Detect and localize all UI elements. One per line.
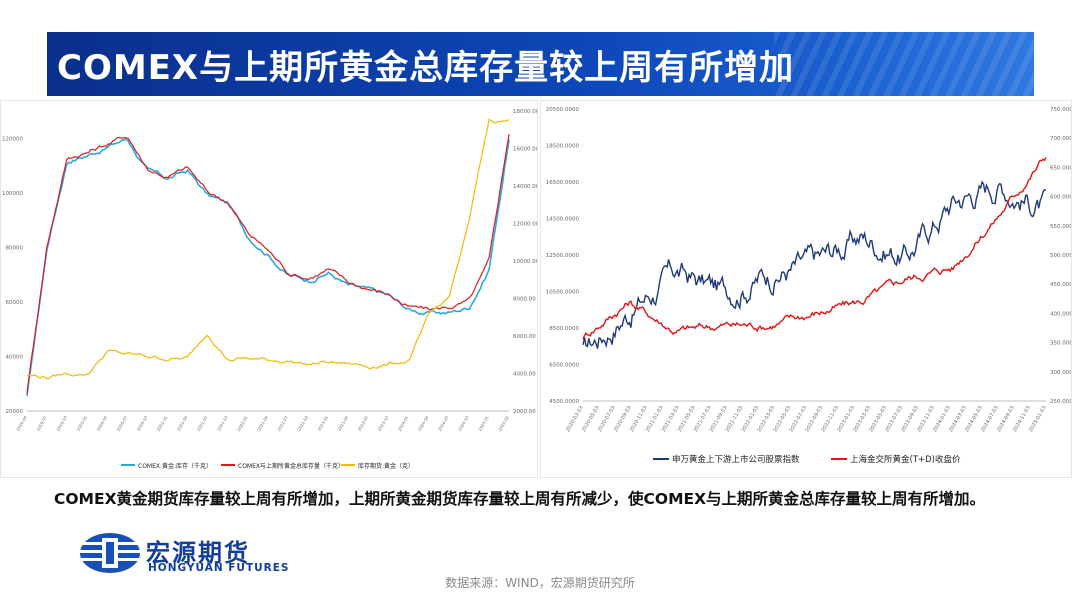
y-right-tick-label: 18000.00 [513, 109, 537, 115]
x-tick-label: 2021-07 [196, 415, 209, 432]
y-left-tick-label: 120000 [2, 136, 23, 142]
y-right-tick-label: 350.0000 [1050, 341, 1071, 347]
legend-label-2: 上海金交所黄金(T+D)收盘价 [850, 454, 961, 465]
chart-panel-index-vs-gold: 4500.0000 6500.0000 8500.0000 10500.0000 125… [540, 100, 1077, 478]
x-tick-label: 2022-01 [236, 415, 249, 432]
y-left-tick-label: 10500.0000 [546, 290, 580, 296]
y-right-tick-label: 6000.00 [513, 334, 536, 340]
y-right-tick-label: 16000.00 [513, 147, 537, 153]
index-vs-gold-chart: 4500.0000 6500.0000 8500.0000 10500.0000 125… [546, 107, 1077, 465]
series-line-2 [26, 134, 510, 394]
y-left-tick-label: 40000 [6, 354, 24, 360]
y-right-tick-label: 10000.00 [513, 259, 537, 265]
logo-english-name: HONGYUAN FUTURES [148, 562, 290, 574]
y-right-tick-label: 550.0000 [1050, 224, 1071, 230]
x-tick-label: 2019-04 [15, 415, 28, 432]
chart-panel-inventory: 20000 40000 60000 80000 100000 120000 2000.00 4… [0, 100, 540, 478]
x-tick-label: 2021-01 [156, 415, 169, 432]
x-tick-label: 2021-04 [176, 415, 189, 432]
x-tick-label: 2022-10 [296, 415, 309, 432]
x-tick-label: 2019-07 [35, 415, 48, 432]
y-left-tick-label: 60000 [6, 300, 24, 306]
x-tick-label: 2024-10 [457, 415, 470, 432]
y-right-tick-label: 2000.00 [513, 409, 536, 415]
y-right-tick-label: 4000.00 [513, 372, 536, 378]
y-left-tick-label: 80000 [6, 245, 24, 251]
x-tick-label: 2024-04 [417, 415, 430, 432]
logo-chinese-name: 宏源期货 [146, 539, 250, 567]
legend-label-2: COMEX与上期所黄金总库存量（千克） [238, 462, 344, 470]
series-line-1 [582, 180, 1047, 349]
legend-label-1: COMEX:黄金:库存（千克） [138, 462, 212, 470]
y-left-tick-label: 4500.0000 [549, 399, 579, 405]
x-tick-label: 2025-02 [497, 415, 510, 432]
y-left-tick-label: 18500.0000 [546, 144, 580, 150]
y-right-tick-label: 8000.00 [513, 297, 536, 303]
x-tick-label: 2022-07 [276, 415, 289, 432]
y-right-tick-label: 650.0000 [1050, 165, 1071, 171]
y-left-tick-label: 16500.0000 [546, 180, 580, 186]
page-title: COMEX与上期所黄金总库存量较上周有所增加 [57, 48, 795, 88]
x-tick-label: 2020-01 [75, 415, 88, 432]
y-left-tick-label: 6500.0000 [549, 363, 579, 369]
y-right-tick-label: 700.0000 [1050, 136, 1071, 142]
x-tick-label: 2020-10 [136, 415, 149, 432]
x-tick-label: 2023-04 [337, 415, 350, 432]
y-right-tick-label: 12000.00 [513, 222, 537, 228]
y-left-tick-label: 100000 [2, 191, 23, 197]
y-right-tick-label: 500.0000 [1050, 253, 1071, 259]
data-source-note: 数据来源：WIND，宏源期货研究所 [445, 576, 635, 590]
y-right-tick-label: 250.0000 [1050, 399, 1071, 405]
x-tick-label: 2023-01 [316, 415, 329, 432]
y-right-tick-label: 14000.00 [513, 184, 537, 190]
y-left-tick-label: 8500.0000 [549, 326, 579, 332]
series-line-1 [26, 138, 510, 397]
y-left-tick-label: 14500.0000 [546, 217, 580, 223]
y-left-tick-label: 12500.0000 [546, 253, 580, 259]
caption-text: COMEX黄金期货库存量较上周有所增加，上期所黄金期货库存量较上周有所减少，使C… [54, 490, 986, 508]
x-tick-label: 2023-07 [357, 415, 370, 432]
x-tick-label: 2020-04 [96, 415, 109, 432]
x-tick-label: 2020-07 [116, 415, 129, 432]
inventory-chart: 20000 40000 60000 80000 100000 120000 2000.00 4… [2, 109, 540, 470]
company-logo: 宏源期货 HONGYUAN FUTURES [78, 530, 318, 576]
title-banner: COMEX与上期所黄金总库存量较上周有所增加 [47, 32, 1034, 96]
x-tick-label: 2021-10 [216, 415, 229, 432]
y-right-tick-label: 400.0000 [1050, 311, 1071, 317]
y-right-tick-label: 750.0000 [1050, 107, 1071, 113]
y-right-tick-label: 600.0000 [1050, 195, 1071, 201]
series-line-2 [582, 157, 1047, 340]
y-left-tick-label: 20000 [6, 409, 24, 415]
x-tick-label: 2024-07 [437, 415, 450, 432]
series-line-3 [26, 118, 510, 380]
x-tick-label: 2025-01 [477, 415, 490, 432]
banner-decoration [774, 32, 1034, 96]
x-tick-label: 2024-01 [397, 415, 410, 432]
x-tick-label: 2019-10 [55, 415, 68, 432]
x-tick-label: 2023-10 [377, 415, 390, 432]
x-tick-label: 2022-04 [256, 415, 269, 432]
y-right-tick-label: 450.0000 [1050, 282, 1071, 288]
y-right-tick-label: 300.0000 [1050, 370, 1071, 376]
y-left-tick-label: 20500.0000 [546, 107, 580, 113]
legend-label-3: 库存期货:黄金（克） [358, 462, 414, 470]
legend-label-1: 申万黄金上下游上市公司股票指数 [672, 454, 800, 465]
logo-mark-icon [80, 533, 140, 573]
